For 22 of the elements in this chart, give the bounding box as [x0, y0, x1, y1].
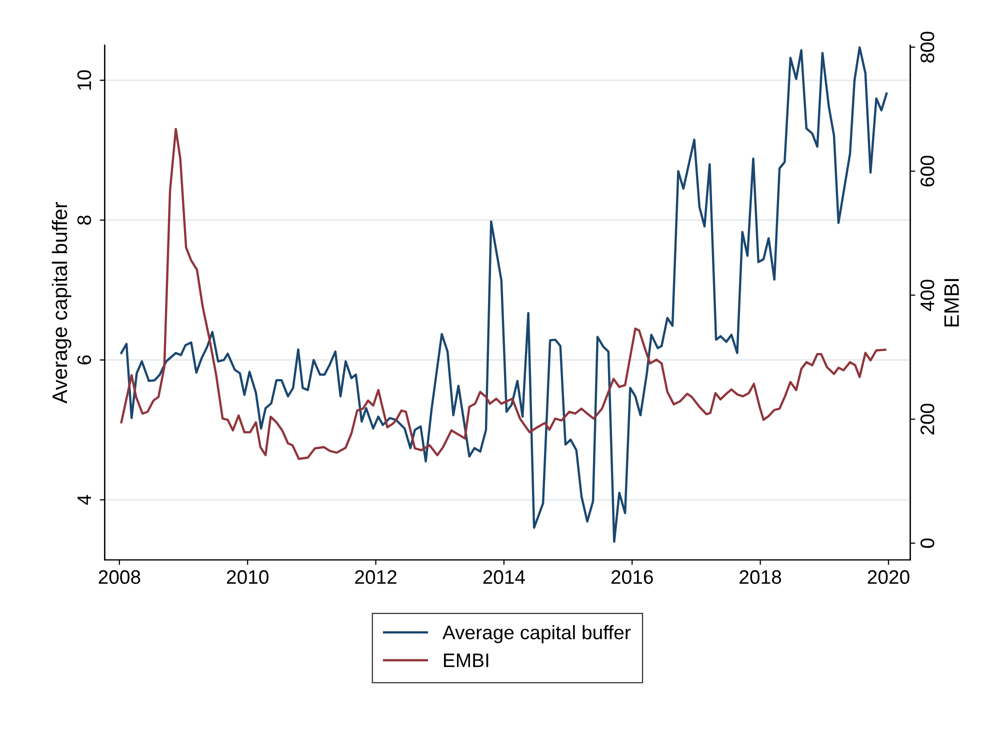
- x-tick-label: 2012: [355, 570, 396, 584]
- x-tick-label: 2014: [483, 570, 526, 584]
- legend-label: EMBI: [444, 654, 488, 668]
- x-tick-label: 2018: [740, 570, 782, 584]
- y2-tick-label: 600: [920, 156, 934, 186]
- y2-axis-title: EMBI: [944, 279, 959, 326]
- line-series: [120, 46, 888, 543]
- x-tick-label: 2016: [611, 570, 653, 584]
- y2-tick-label: 200: [920, 404, 934, 434]
- y-tick-label: 4: [78, 494, 91, 505]
- y-axis-title: Average capital buffer: [52, 202, 72, 404]
- x-tick-label: 2008: [98, 570, 140, 584]
- y2-tick-label: 800: [920, 32, 934, 63]
- y-tick-label: 6: [77, 355, 92, 364]
- y-tick-label: 10: [77, 70, 92, 90]
- x-tick-label: 2020: [868, 570, 910, 584]
- x-tick-label: 2010: [226, 570, 268, 584]
- legend-label: Average capital buffer: [442, 625, 631, 644]
- y2-tick-label: 0: [920, 538, 934, 548]
- y2-tick-label: 400: [920, 280, 934, 311]
- y-tick-label: 8: [77, 216, 92, 225]
- line-series: [120, 128, 886, 460]
